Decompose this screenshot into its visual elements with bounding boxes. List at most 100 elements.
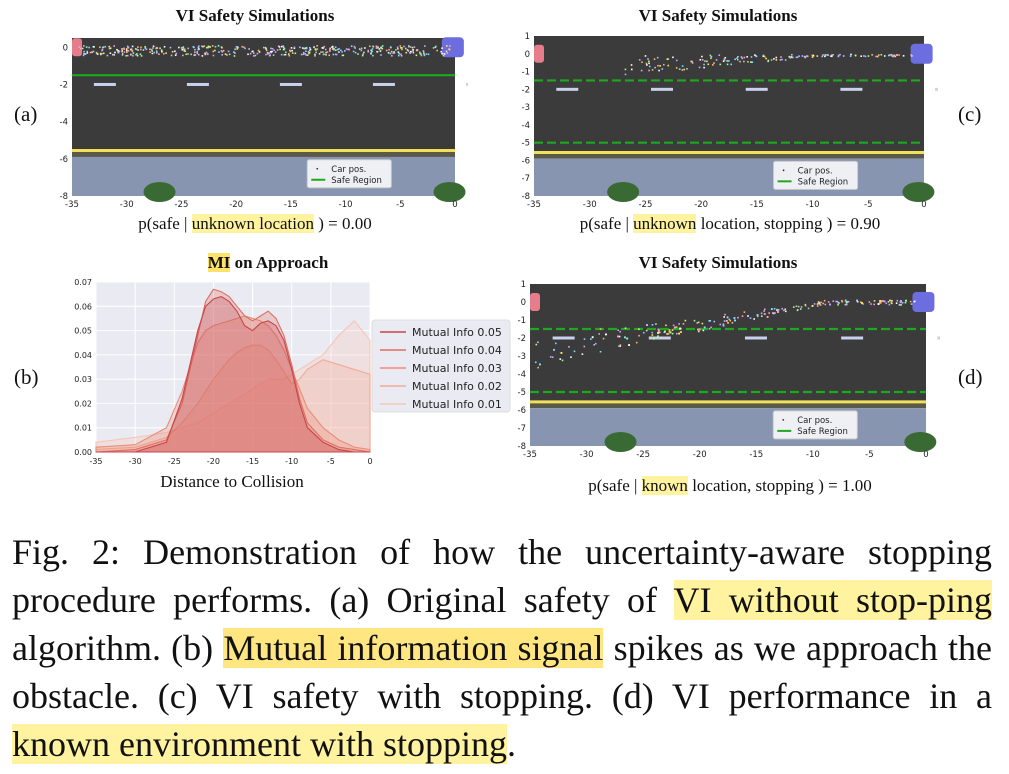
car-position-point — [328, 54, 330, 57]
car-position-point — [724, 56, 727, 59]
car-position-point — [648, 60, 650, 63]
car-position-point — [183, 49, 186, 52]
car-position-point — [385, 49, 388, 52]
car-position-point — [891, 300, 893, 302]
car-position-point — [647, 58, 649, 60]
car-position-point — [646, 324, 648, 326]
car-position-point — [773, 307, 776, 310]
car-position-point — [635, 341, 638, 344]
car-position-point — [357, 53, 359, 55]
car-position-point — [181, 48, 184, 51]
car-position-point — [845, 301, 848, 304]
car-position-point — [902, 55, 905, 57]
car-position-point — [436, 49, 438, 52]
car-position-point — [102, 52, 105, 55]
car-position-point — [367, 49, 369, 52]
car-position-point — [888, 303, 891, 306]
car-position-point — [539, 363, 541, 366]
car-position-point — [734, 58, 736, 61]
car-position-point — [675, 59, 678, 62]
car-position-point — [294, 52, 297, 55]
legend-box — [371, 319, 511, 413]
car-position-point — [92, 45, 94, 48]
car-position-point — [826, 54, 828, 56]
caption-part-2: algorithm. (b) — [12, 628, 224, 668]
car-position-point — [302, 51, 305, 54]
car-position-point — [890, 54, 893, 56]
car-position-point — [780, 56, 782, 58]
car-position-point — [727, 322, 729, 324]
car-position-point — [898, 303, 901, 306]
car-position-point — [599, 328, 602, 330]
car-position-point — [913, 300, 916, 303]
car-position-point — [101, 52, 103, 55]
car-position-point — [324, 48, 327, 51]
car-position-point — [99, 52, 102, 55]
density-area-series — [96, 295, 370, 453]
car-position-point — [267, 53, 269, 55]
legend-label-car-pos: Car pos. — [798, 166, 833, 176]
panel-b-chart: 0.00 0.01 0.02 0.03 0.04 0.05 0.06 0.07 -35 -30 -2… — [74, 278, 511, 466]
car-position-point — [193, 53, 196, 56]
car-position-point — [708, 320, 711, 322]
car-position-point — [364, 47, 366, 49]
car-position-point — [153, 51, 156, 54]
car-position-point — [750, 61, 752, 63]
sidewalk — [534, 158, 924, 196]
car-position-point — [268, 52, 271, 54]
y-tick-label: 0.06 — [74, 302, 92, 311]
car-position-point — [693, 319, 696, 322]
y-tick-label: -8 — [522, 192, 530, 202]
car-position-point — [880, 53, 883, 56]
car-position-point — [304, 47, 307, 49]
y-tick-label: -1 — [518, 316, 526, 326]
car-position-point — [839, 53, 841, 56]
car-position-point — [196, 52, 199, 55]
car-position-point — [323, 45, 325, 48]
car-position-point — [409, 52, 412, 54]
car-position-point — [423, 52, 425, 55]
car-position-point — [602, 337, 605, 340]
car-position-point — [722, 323, 725, 326]
ego-car-icon — [910, 43, 933, 64]
car-position-point — [83, 53, 85, 55]
car-position-point — [798, 55, 800, 57]
car-position-point — [207, 45, 210, 48]
car-position-point — [711, 64, 714, 66]
car-position-point — [822, 302, 824, 305]
car-position-point — [801, 55, 804, 57]
car-position-point — [314, 53, 316, 56]
car-position-point — [397, 51, 400, 53]
legend-label: Mutual Info 0.01 — [412, 398, 502, 411]
x-tick-label: -30 — [580, 450, 594, 460]
car-position-point — [270, 51, 273, 54]
car-position-point — [669, 331, 672, 334]
car-position-point — [560, 352, 563, 354]
car-position-point — [806, 55, 809, 58]
car-position-point — [269, 50, 272, 53]
car-position-point — [293, 47, 296, 50]
car-position-point — [376, 47, 379, 49]
car-position-point — [701, 59, 704, 61]
car-position-point — [308, 49, 311, 52]
x-tick-label: -35 — [65, 200, 79, 210]
car-position-point — [651, 323, 654, 326]
car-position-point — [305, 54, 307, 56]
car-position-point — [282, 45, 285, 47]
car-position-point — [335, 53, 338, 56]
car-position-point — [619, 345, 622, 347]
car-position-point — [370, 53, 372, 55]
car-position-point — [281, 45, 283, 48]
car-position-point — [655, 323, 657, 325]
car-position-point — [370, 52, 372, 54]
car-position-point — [777, 311, 779, 313]
car-position-point — [746, 55, 748, 58]
car-position-point — [399, 45, 402, 47]
target-car-icon — [530, 293, 540, 311]
road-shoulder — [72, 151, 455, 157]
panel-d-title: VI Safety Simulations — [638, 253, 798, 272]
car-position-point — [665, 324, 667, 327]
y-tick-label: 0.05 — [74, 327, 92, 336]
car-position-point — [583, 345, 586, 348]
car-position-point — [183, 48, 186, 51]
